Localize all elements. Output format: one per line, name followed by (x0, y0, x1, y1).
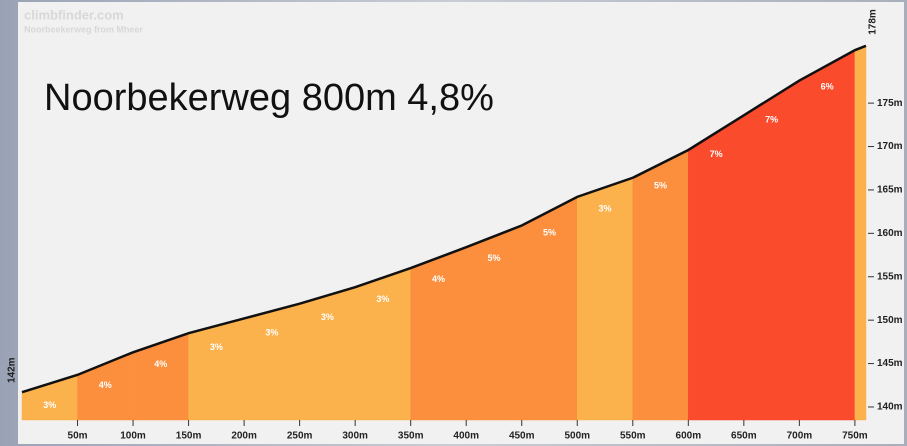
x-tick-label: 700m (787, 431, 813, 442)
x-tick-label: 150m (176, 431, 202, 442)
x-tick-label: 50m (68, 431, 88, 442)
gradient-label: 5% (487, 253, 500, 263)
gradient-label: 6% (821, 82, 834, 92)
gradient-segment (354, 267, 411, 421)
x-tick-label: 300m (342, 431, 368, 442)
gradient-label: 4% (432, 274, 445, 284)
x-tick-label: 750m (842, 431, 868, 442)
y-tick-label: 145m (877, 358, 903, 369)
x-tick-label: 200m (231, 431, 257, 442)
gradient-label: 3% (376, 294, 389, 304)
watermark: climbfinder.com (24, 7, 124, 22)
gradient-label: 3% (210, 342, 223, 352)
y-tick-label: 165m (877, 185, 903, 196)
gradient-label: 4% (154, 359, 167, 369)
y-tick-label: 160m (877, 228, 903, 239)
start-label: 142m (7, 357, 18, 383)
x-tick-label: 450m (509, 431, 535, 442)
x-tick-label: 400m (453, 431, 479, 442)
gradient-label: 3% (265, 327, 278, 337)
gradient-segment (188, 318, 245, 421)
gradient-segment (743, 80, 800, 421)
gradient-segment (299, 286, 356, 421)
gradient-label: 3% (321, 312, 334, 322)
x-tick-label: 550m (620, 431, 646, 442)
gradient-label: 7% (765, 114, 778, 124)
gradient-label: 3% (599, 204, 612, 214)
gradient-segment (854, 45, 867, 421)
x-tick-label: 250m (287, 431, 313, 442)
gradient-label: 7% (710, 149, 723, 159)
gradient-label: 5% (543, 228, 556, 238)
gradient-label: 4% (99, 380, 112, 390)
end-label: 178m (868, 9, 879, 35)
gradient-segment (688, 114, 745, 421)
x-tick-label: 650m (731, 431, 757, 442)
profile-line (21, 44, 867, 394)
gradient-segment (632, 149, 689, 421)
y-tick-label: 170m (877, 141, 903, 152)
x-tick-label: 500m (564, 431, 590, 442)
x-tick-label: 100m (120, 431, 146, 442)
gradient-segment (577, 177, 634, 421)
gradient-segment (799, 49, 856, 421)
gradient-label: 3% (43, 400, 56, 410)
x-tick-label: 350m (398, 431, 424, 442)
subtitle: Noorbeekerweg from Mheer (24, 24, 144, 34)
y-tick-label: 150m (877, 315, 903, 326)
x-tick-label: 600m (676, 431, 702, 442)
y-tick-label: 175m (877, 98, 903, 109)
gradient-segment (243, 303, 300, 421)
chart-title: Noorbekerweg 800m 4,8% (44, 77, 494, 119)
gradient-label: 5% (654, 180, 667, 190)
y-tick-label: 140m (877, 402, 903, 413)
plot: 3% 4% 4% 3% 3% 3% 3% 4% 5% 5% 3% 5% 7% 7% 6% 140m 145m 15… (7, 9, 903, 442)
y-tick-label: 155m (877, 271, 903, 282)
